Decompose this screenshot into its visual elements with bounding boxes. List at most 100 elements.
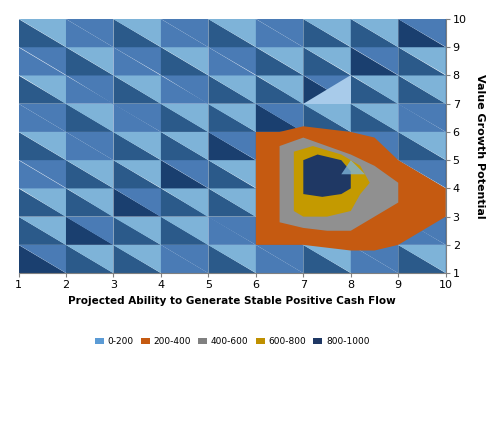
Polygon shape — [161, 104, 208, 132]
Y-axis label: Value Growth Potential: Value Growth Potential — [475, 74, 485, 218]
Polygon shape — [256, 132, 304, 160]
Polygon shape — [351, 217, 399, 245]
Polygon shape — [446, 217, 493, 245]
Polygon shape — [208, 75, 256, 104]
Polygon shape — [208, 47, 256, 75]
Polygon shape — [66, 104, 114, 132]
Polygon shape — [256, 75, 304, 104]
Polygon shape — [161, 217, 208, 245]
Polygon shape — [351, 75, 399, 104]
Polygon shape — [18, 75, 66, 104]
Polygon shape — [161, 47, 208, 75]
Polygon shape — [398, 75, 446, 104]
Polygon shape — [351, 189, 399, 217]
Polygon shape — [161, 19, 208, 47]
Polygon shape — [256, 0, 304, 19]
Polygon shape — [446, 189, 493, 217]
Polygon shape — [446, 217, 493, 245]
Polygon shape — [304, 0, 351, 19]
Polygon shape — [161, 245, 208, 273]
Polygon shape — [304, 245, 351, 273]
Polygon shape — [114, 245, 161, 273]
Polygon shape — [208, 132, 256, 160]
Polygon shape — [446, 75, 493, 104]
Polygon shape — [208, 132, 256, 160]
Polygon shape — [161, 189, 208, 217]
Polygon shape — [256, 217, 304, 245]
Polygon shape — [398, 47, 446, 75]
Polygon shape — [398, 132, 446, 160]
Polygon shape — [446, 0, 493, 19]
Polygon shape — [304, 75, 351, 104]
Polygon shape — [304, 0, 351, 19]
Polygon shape — [446, 189, 493, 217]
Polygon shape — [304, 47, 351, 75]
Polygon shape — [304, 132, 351, 160]
Polygon shape — [351, 75, 399, 104]
Polygon shape — [256, 47, 304, 75]
Polygon shape — [398, 160, 446, 189]
Polygon shape — [304, 160, 351, 189]
Polygon shape — [256, 104, 304, 132]
Polygon shape — [398, 104, 446, 132]
Polygon shape — [208, 19, 256, 47]
Polygon shape — [114, 245, 161, 273]
Polygon shape — [114, 160, 161, 189]
Polygon shape — [114, 132, 161, 160]
Polygon shape — [66, 0, 114, 19]
Polygon shape — [161, 245, 208, 273]
Polygon shape — [398, 47, 446, 75]
Polygon shape — [161, 0, 208, 19]
Polygon shape — [161, 75, 208, 104]
Polygon shape — [114, 47, 161, 75]
Polygon shape — [161, 160, 208, 189]
Polygon shape — [304, 160, 351, 189]
Polygon shape — [18, 160, 66, 189]
Polygon shape — [18, 47, 66, 75]
Polygon shape — [304, 104, 351, 132]
Polygon shape — [256, 47, 304, 75]
Polygon shape — [256, 245, 304, 273]
Polygon shape — [256, 189, 304, 217]
Polygon shape — [280, 138, 398, 231]
Polygon shape — [114, 47, 161, 75]
Polygon shape — [342, 160, 365, 174]
Polygon shape — [18, 0, 66, 19]
Polygon shape — [351, 47, 399, 75]
Polygon shape — [18, 132, 66, 160]
Polygon shape — [66, 132, 114, 160]
Polygon shape — [18, 104, 66, 132]
Polygon shape — [351, 245, 399, 273]
Polygon shape — [114, 19, 161, 47]
Polygon shape — [114, 0, 161, 19]
Polygon shape — [256, 189, 304, 217]
Polygon shape — [446, 75, 493, 104]
Polygon shape — [18, 160, 66, 189]
Polygon shape — [351, 19, 399, 47]
Polygon shape — [256, 160, 304, 189]
Polygon shape — [66, 47, 114, 75]
Polygon shape — [304, 217, 351, 245]
Polygon shape — [351, 104, 399, 132]
Polygon shape — [66, 0, 114, 19]
Polygon shape — [446, 245, 493, 273]
Polygon shape — [256, 245, 304, 273]
Polygon shape — [398, 245, 446, 273]
Polygon shape — [256, 132, 304, 160]
Polygon shape — [18, 75, 66, 104]
Polygon shape — [398, 189, 446, 217]
Polygon shape — [351, 132, 399, 160]
Polygon shape — [66, 189, 114, 217]
Polygon shape — [398, 19, 446, 47]
Polygon shape — [161, 217, 208, 245]
Polygon shape — [446, 47, 493, 75]
Polygon shape — [208, 160, 256, 189]
Polygon shape — [398, 217, 446, 245]
Polygon shape — [398, 0, 446, 19]
Polygon shape — [66, 19, 114, 47]
Polygon shape — [208, 189, 256, 217]
Polygon shape — [161, 132, 208, 160]
Polygon shape — [446, 19, 493, 47]
Polygon shape — [256, 19, 304, 47]
Polygon shape — [208, 0, 256, 19]
